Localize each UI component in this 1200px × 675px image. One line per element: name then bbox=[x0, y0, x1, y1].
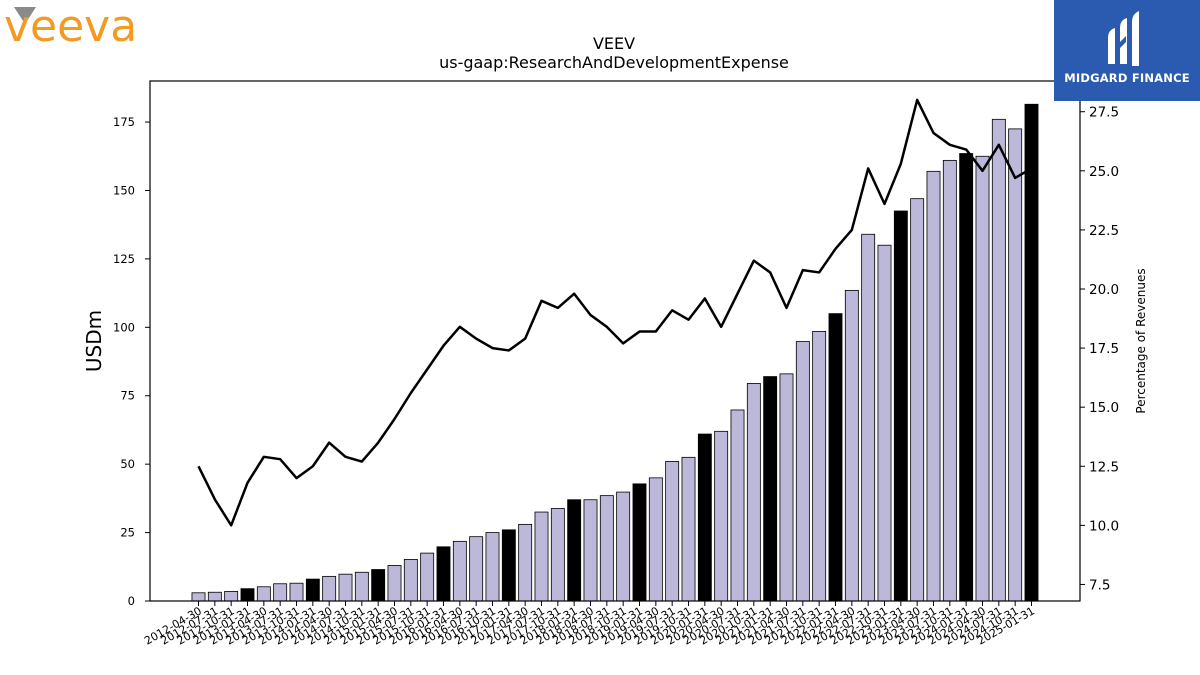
bar bbox=[403, 559, 418, 602]
bar bbox=[746, 383, 761, 602]
y-tick-label: 0 bbox=[128, 594, 135, 608]
bar bbox=[795, 341, 810, 602]
veeva-logo-text: veeva bbox=[4, 2, 137, 48]
bar bbox=[338, 573, 353, 602]
y2-tick-label: 22.5 bbox=[1089, 223, 1119, 239]
bar bbox=[942, 159, 957, 602]
bar bbox=[207, 591, 222, 602]
y-tick-label: 75 bbox=[120, 389, 135, 403]
bar bbox=[224, 591, 239, 602]
midgard-logo-mark-icon bbox=[1108, 11, 1139, 66]
bar bbox=[567, 499, 582, 602]
bar bbox=[501, 529, 516, 602]
y-tick-label: 25 bbox=[120, 526, 135, 540]
bar bbox=[991, 118, 1006, 602]
left-axis-ticks: 0 25 50 75 100 125 150 175 bbox=[113, 115, 150, 608]
bar bbox=[648, 477, 663, 602]
bar bbox=[599, 495, 614, 602]
bar bbox=[191, 592, 206, 602]
bar bbox=[550, 508, 565, 602]
bar bbox=[926, 170, 941, 602]
y2-tick-label: 10.0 bbox=[1089, 518, 1119, 534]
y2-tick-label: 7.5 bbox=[1089, 577, 1110, 593]
chart-subtitle: us-gaap:ResearchAndDevelopmentExpense bbox=[439, 53, 789, 72]
x-axis-ticks: 2012-04-302012-07-312012-10-312013-01-31… bbox=[142, 601, 1037, 648]
bar bbox=[273, 583, 288, 602]
bar bbox=[910, 198, 925, 602]
bar bbox=[289, 582, 304, 602]
bar bbox=[665, 461, 680, 602]
bar bbox=[371, 569, 386, 602]
bar bbox=[975, 155, 990, 602]
y2-tick-label: 17.5 bbox=[1089, 341, 1119, 357]
bar bbox=[387, 565, 402, 602]
bar bbox=[305, 578, 320, 602]
midgard-logo-text: MIDGARD FINANCE bbox=[1064, 71, 1190, 85]
veeva-logo: veeva bbox=[4, 2, 137, 48]
bar bbox=[893, 210, 908, 602]
y2-tick-label: 20.0 bbox=[1089, 282, 1119, 298]
bar bbox=[518, 523, 533, 602]
y-axis-label: USDm bbox=[82, 310, 106, 372]
bars-group bbox=[191, 103, 1039, 602]
plot-frame bbox=[149, 80, 1081, 602]
bar bbox=[1008, 128, 1023, 602]
y-tick-label: 50 bbox=[120, 457, 135, 471]
bar bbox=[828, 313, 843, 602]
bar bbox=[322, 575, 337, 602]
bar bbox=[616, 491, 631, 602]
bar bbox=[452, 540, 467, 602]
bar bbox=[697, 433, 712, 602]
bar bbox=[354, 571, 369, 602]
bar bbox=[714, 430, 729, 602]
y2-tick-label: 15.0 bbox=[1089, 400, 1119, 416]
bar bbox=[877, 244, 892, 602]
bar bbox=[436, 546, 451, 602]
bar bbox=[420, 552, 435, 602]
bar bbox=[583, 499, 598, 602]
bar bbox=[812, 331, 827, 602]
y-tick-label: 100 bbox=[113, 320, 135, 334]
bar bbox=[959, 153, 974, 602]
bar bbox=[256, 586, 271, 602]
bar bbox=[763, 376, 778, 602]
y-tick-label: 150 bbox=[113, 183, 135, 197]
percentage-line bbox=[197, 98, 1033, 527]
y2-tick-label: 25.0 bbox=[1089, 164, 1119, 180]
veeva-logo-mark-icon bbox=[14, 7, 36, 24]
midgard-finance-logo: MIDGARD FINANCE bbox=[1054, 0, 1200, 101]
bar bbox=[730, 409, 745, 602]
bar bbox=[861, 233, 876, 602]
bar bbox=[681, 456, 696, 602]
bar bbox=[534, 511, 549, 602]
bar bbox=[632, 483, 647, 602]
y2-tick-label: 12.5 bbox=[1089, 459, 1119, 475]
chart-title: VEEV bbox=[593, 34, 635, 53]
y2-tick-label: 27.5 bbox=[1089, 105, 1119, 121]
bar bbox=[485, 532, 500, 602]
y-tick-label: 125 bbox=[113, 252, 135, 266]
bar bbox=[469, 536, 484, 602]
y2-axis-label: Percentage of Revenues bbox=[1134, 268, 1148, 413]
bar bbox=[1024, 103, 1039, 602]
bar bbox=[240, 588, 255, 602]
y-tick-label: 175 bbox=[113, 115, 135, 129]
right-axis-ticks: 7.5 10.0 12.5 15.0 17.5 20.0 22.5 25.0 27.5 bbox=[1080, 105, 1119, 593]
bar bbox=[779, 373, 794, 602]
bar bbox=[844, 289, 859, 602]
